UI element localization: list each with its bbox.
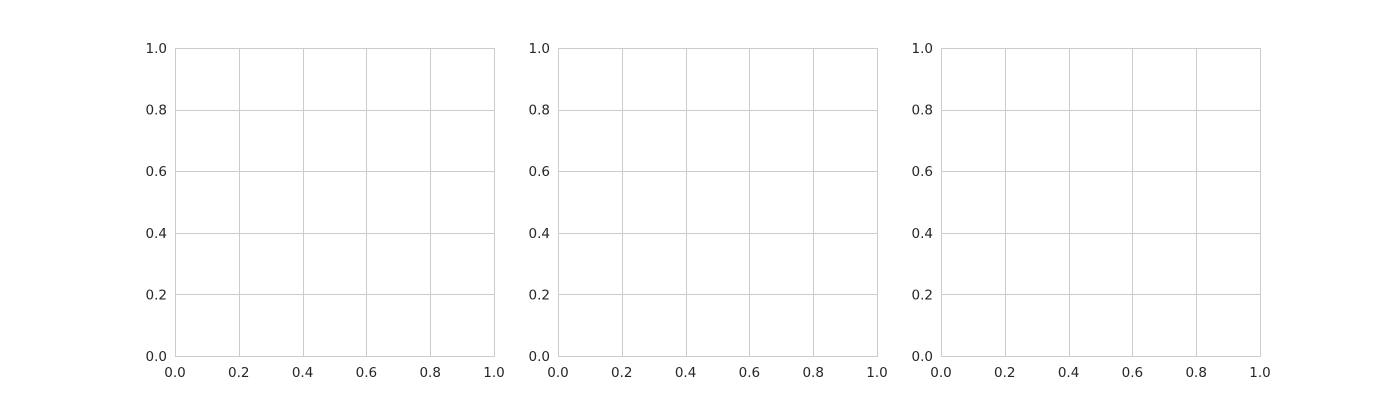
axes-1-y-tick-label: 0.8 [146, 103, 167, 119]
axes-3-x-tick-label: 1.0 [1249, 365, 1270, 381]
axes-2-y-tick-label: 0.2 [529, 287, 550, 303]
axes-3-y-tick-label: 0.6 [912, 164, 933, 180]
axes-1: 0.0 0.2 0.4 0.6 0.8 1.0 0.0 0.2 0.4 0.6 0.8 1.0 [146, 41, 505, 381]
axes-2-x-tick-label: 1.0 [866, 365, 887, 381]
axes-2-y-tick-label: 0.4 [529, 226, 550, 242]
axes-3-y-tick-label: 0.4 [912, 226, 933, 242]
axes-1-y-tick-label: 1.0 [146, 41, 167, 57]
axes-2-x-tick-label: 0.0 [547, 365, 568, 381]
axes-3-x-tick-label: 0.8 [1185, 365, 1206, 381]
axes-1-x-tick-label: 0.4 [292, 365, 313, 381]
axes-2: 0.0 0.2 0.4 0.6 0.8 1.0 0.0 0.2 0.4 0.6 0.8 1.0 [529, 41, 888, 381]
axes-3: 0.0 0.2 0.4 0.6 0.8 1.0 0.0 0.2 0.4 0.6 0.8 1.0 [912, 41, 1271, 381]
axes-3-x-tick-label: 0.6 [1122, 365, 1143, 381]
axes-3-y-tick-label: 0.2 [912, 287, 933, 303]
axes-3-frame [941, 48, 1261, 357]
axes-1-x-tick-label: 1.0 [483, 365, 504, 381]
axes-1-x-tick-label: 0.8 [419, 365, 440, 381]
axes-2-x-tick-label: 0.2 [611, 365, 632, 381]
axes-1-y-tick-label: 0.2 [146, 287, 167, 303]
axes-2-frame [558, 48, 878, 357]
axes-1-x-tick-label: 0.6 [356, 365, 377, 381]
axes-1-y-tick-label: 0.0 [146, 349, 167, 365]
axes-2-x-tick-label: 0.8 [802, 365, 823, 381]
axes-3-y-tick-label: 0.0 [912, 349, 933, 365]
axes-1-x-tick-label: 0.0 [164, 365, 185, 381]
axes-1-y-tick-label: 0.4 [146, 226, 167, 242]
axes-3-x-tick-label: 0.2 [994, 365, 1015, 381]
axes-3-y-tick-label: 0.8 [912, 103, 933, 119]
axes-1-y-tick-label: 0.6 [146, 164, 167, 180]
axes-2-x-tick-label: 0.4 [675, 365, 696, 381]
axes-1-frame [175, 48, 495, 357]
axes-3-x-tick-label: 0.0 [930, 365, 951, 381]
axes-1-x-tick-label: 0.2 [228, 365, 249, 381]
axes-2-y-tick-label: 1.0 [529, 41, 550, 57]
axes-3-x-tick-label: 0.4 [1058, 365, 1079, 381]
axes-2-y-tick-label: 0.0 [529, 349, 550, 365]
axes-3-y-tick-label: 1.0 [912, 41, 933, 57]
axes-2-x-tick-label: 0.6 [739, 365, 760, 381]
axes-2-y-tick-label: 0.8 [529, 103, 550, 119]
axes-2-y-tick-label: 0.6 [529, 164, 550, 180]
